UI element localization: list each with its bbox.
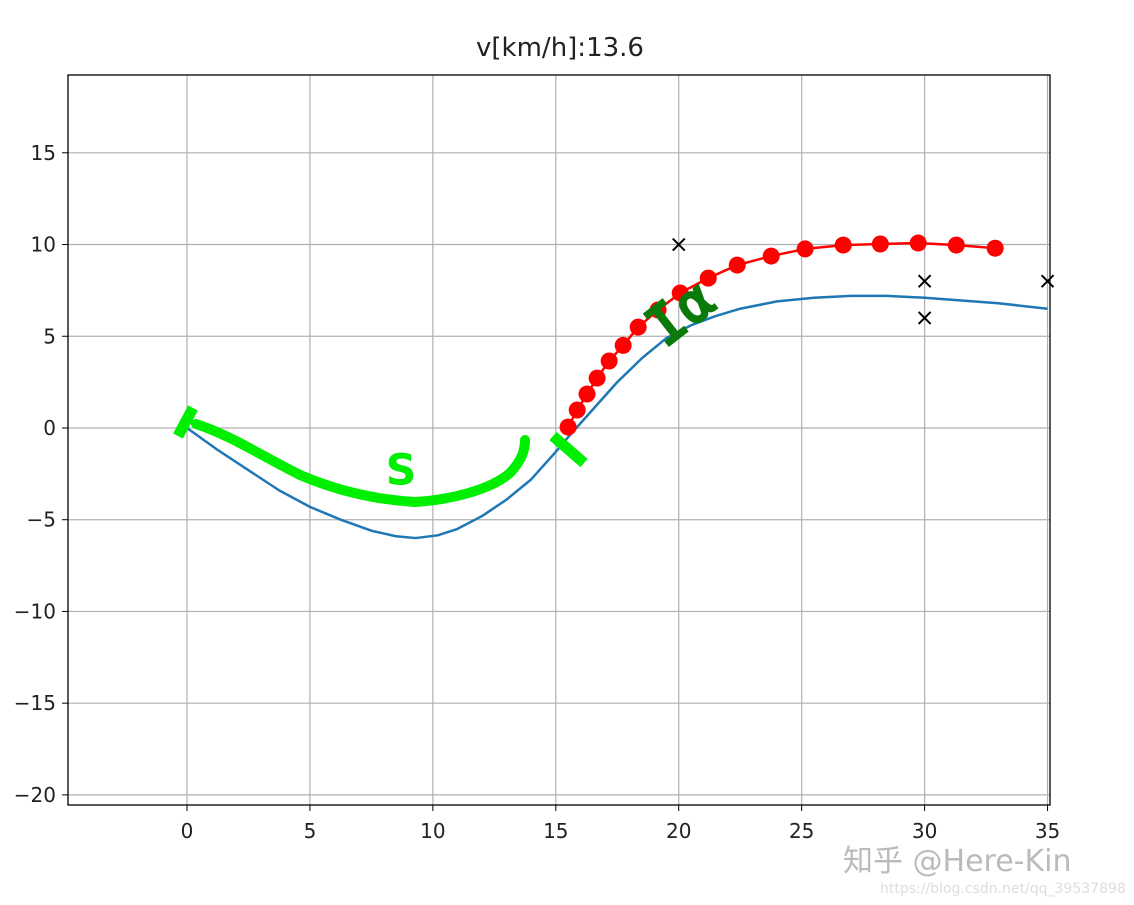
blue-path-line [186,294,1048,540]
x-tick-label: 15 [543,819,568,843]
chart-title: v[km/h]:13.6 [476,33,644,63]
annotation-s-arc [191,419,530,508]
annotation-s-end-bar [549,431,588,468]
x-tick-label: 35 [1035,819,1060,843]
x-tick-label: 25 [789,819,814,843]
x-tick-label: 10 [420,819,445,843]
red-path-point [629,318,647,336]
red-path-point [671,284,689,302]
red-path-point [578,385,596,403]
red-path-point [600,352,618,370]
watermark-url: https://blog.csdn.net/qq_39537898 [880,881,1126,897]
x-marker-point [917,274,932,288]
x-marker-point [1040,274,1055,288]
red-path-point [649,301,667,319]
y-tick-label: −20 [14,783,56,807]
x-tick-label: 30 [912,819,937,843]
watermark-zhihu: 知乎 @Here-Kin [843,844,1072,879]
red-path-line [566,241,996,428]
red-path-point [728,256,746,274]
grid [62,75,1050,811]
x-tick-label: 20 [666,819,691,843]
x-marker-point [672,237,686,252]
y-tick-label: 5 [43,324,56,348]
red-path-point [986,239,1004,257]
plot-frame [67,74,1051,806]
red-path-point [568,401,586,419]
y-tick-label: −5 [27,508,56,532]
series [186,234,1055,540]
red-path-point [588,369,606,387]
x-tick-label: 0 [181,819,194,843]
annotation-s-start-bar [173,405,198,439]
red-path-point [909,234,927,252]
x-tick-label: 5 [304,819,317,843]
red-path-point [559,418,577,436]
y-tick-label: 10 [31,233,56,257]
y-tick-label: 0 [43,416,56,440]
red-path-point [796,240,814,258]
red-path-point [699,269,717,287]
hand-annotations: s Iα [173,264,729,508]
annotation-s: s [384,433,418,498]
red-path-point [834,236,852,254]
x-marker-point [917,311,932,325]
red-path-point [762,247,780,265]
tick-labels: 0 5 10 15 20 25 30 35 15 10 5 0 −5 −10 −15 −20 [14,141,1060,843]
red-path-point [871,235,889,253]
red-path-point [614,336,632,354]
y-tick-label: −10 [14,599,56,623]
y-tick-label: 15 [31,141,56,165]
red-path-point [947,236,965,254]
y-tick-label: −15 [14,691,56,715]
